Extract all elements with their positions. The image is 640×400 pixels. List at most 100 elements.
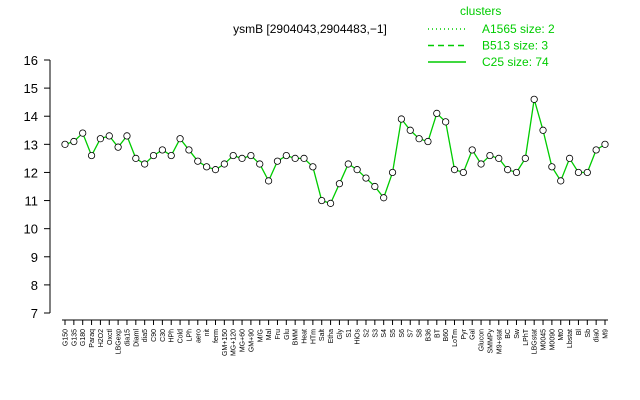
- data-point: [247, 151, 255, 160]
- data-point: [256, 160, 264, 168]
- x-tick-label: H2O2: [98, 329, 105, 347]
- x-tick-label: MG+60: [240, 329, 247, 352]
- x-tick-label: MG+120: [231, 329, 238, 356]
- data-point: [87, 151, 96, 160]
- x-tick-label: Oxctl: [107, 329, 114, 345]
- x-tick-label: Gal: [470, 329, 477, 340]
- data-point: [79, 129, 87, 137]
- x-tick-label: Lbstat: [567, 329, 574, 348]
- data-point: [220, 160, 228, 168]
- x-tick-label: B36: [425, 329, 432, 342]
- data-point: [141, 160, 149, 168]
- x-tick-label: S3: [372, 329, 379, 338]
- x-tick-label: SMMPy: [487, 329, 494, 354]
- y-tick-label: 13: [24, 137, 38, 152]
- data-point: [583, 168, 591, 177]
- data-point: [371, 182, 379, 191]
- data-point: [326, 199, 335, 207]
- x-tick-label: LPhT: [523, 328, 530, 345]
- x-tick-label: S2: [363, 329, 370, 338]
- chart-title: ysmB [2904043,2904483,−1]: [233, 22, 387, 36]
- data-point: [495, 154, 503, 162]
- data-point: [273, 157, 282, 165]
- x-tick-label: S1: [346, 329, 353, 338]
- x-tick-label: nit: [204, 329, 211, 336]
- x-tick-label: S4: [381, 329, 388, 338]
- data-point: [176, 135, 184, 143]
- data-point: [557, 177, 565, 185]
- data-point: [548, 163, 556, 171]
- data-point: [149, 151, 158, 160]
- x-tick-label: S7: [408, 329, 415, 338]
- data-point: [132, 154, 140, 162]
- data-point: [539, 126, 547, 134]
- data-point: [265, 177, 273, 185]
- x-tick-label: C30: [160, 329, 167, 342]
- x-tick-label: M0045: [541, 329, 548, 351]
- x-tick-label: G135: [71, 329, 78, 346]
- data-point: [459, 168, 467, 177]
- data-point: [362, 174, 370, 182]
- data-point: [521, 154, 529, 162]
- x-tick-label: Sw: [514, 328, 521, 339]
- y-tick-label: 8: [31, 278, 38, 293]
- y-tick-label: 7: [31, 306, 38, 321]
- x-tick-label: BMM: [293, 329, 300, 346]
- data-point: [601, 140, 609, 148]
- y-tick-label: 15: [24, 81, 38, 96]
- data-point: [291, 154, 299, 162]
- x-tick-label: Gly: [337, 329, 344, 340]
- legend-title: clusters: [460, 4, 501, 18]
- data-point: [468, 146, 476, 154]
- data-point: [96, 135, 105, 143]
- x-tick-label: Mt0: [558, 329, 565, 341]
- x-tick-label: G150: [63, 329, 70, 346]
- x-tick-label: Salt: [319, 329, 326, 341]
- legend-label: B513 size: 3: [482, 39, 548, 53]
- data-point: [397, 115, 405, 123]
- y-tick-label: 12: [24, 165, 38, 180]
- x-tick-label: HPh: [169, 329, 176, 343]
- data-point: [512, 168, 521, 177]
- data-point: [592, 146, 600, 154]
- x-tick-label: Diaml: [133, 329, 140, 347]
- data-point: [388, 168, 397, 177]
- data-point: [380, 194, 388, 202]
- x-tick-label: S5: [390, 329, 397, 338]
- data-point: [415, 135, 423, 143]
- x-tick-label: Pyr: [461, 328, 468, 339]
- x-tick-label: Heat: [302, 329, 309, 344]
- y-tick-label: 16: [24, 53, 38, 68]
- data-point: [574, 168, 583, 177]
- y-tick-label: 10: [24, 222, 38, 237]
- data-point: [123, 132, 131, 140]
- data-point: [450, 166, 459, 174]
- x-tick-label: Paraq: [89, 329, 96, 348]
- x-tick-label: GM+90: [248, 329, 255, 352]
- data-point: [203, 163, 211, 171]
- x-tick-label: LBGstat: [532, 329, 539, 354]
- data-point: [185, 146, 193, 154]
- data-point: [477, 160, 485, 168]
- legend-label: A1565 size: 2: [482, 22, 555, 36]
- data-point: [282, 151, 290, 160]
- y-tick-label: 9: [31, 250, 38, 265]
- data-point: [158, 146, 166, 154]
- x-tick-label: B60: [443, 329, 450, 342]
- x-tick-label: LoTm: [452, 329, 459, 347]
- y-tick-label: 14: [24, 109, 38, 124]
- y-tick-label: 11: [25, 194, 39, 209]
- x-tick-label: G180: [80, 329, 87, 346]
- plot-area: [50, 55, 615, 319]
- x-tick-label: GM+150: [222, 329, 229, 356]
- data-point: [105, 132, 113, 140]
- x-tick-label: M/G: [257, 329, 264, 342]
- data-point: [433, 109, 441, 118]
- data-point: [300, 154, 308, 162]
- data-point: [167, 151, 175, 160]
- x-tick-label: Glucon: [479, 329, 486, 351]
- x-tick-label: BC: [505, 329, 512, 339]
- data-point: [442, 118, 450, 126]
- x-tick-label: ferm: [213, 329, 220, 343]
